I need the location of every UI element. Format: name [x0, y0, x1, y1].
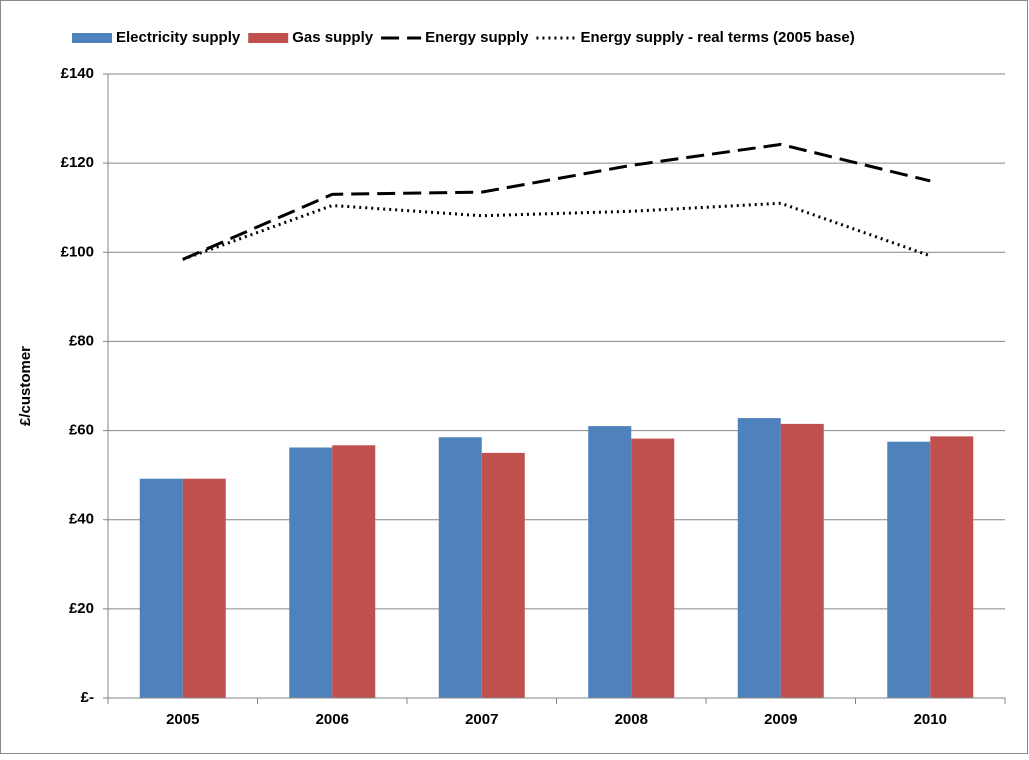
legend-swatch — [72, 33, 112, 43]
y-tick-label: £120 — [61, 154, 94, 171]
y-tick-label: £100 — [61, 243, 94, 260]
y-tick-label: £60 — [69, 422, 94, 439]
legend-label: Electricity supply — [116, 29, 241, 46]
bar — [780, 423, 824, 698]
x-tick-label: 2006 — [316, 711, 349, 728]
bar — [289, 447, 333, 698]
legend-label: Gas supply — [292, 29, 374, 46]
legend-label: Energy supply — [425, 29, 529, 46]
x-tick-label: 2010 — [914, 711, 947, 728]
bar — [182, 478, 226, 698]
bar — [588, 426, 632, 698]
bar — [139, 478, 183, 698]
x-tick-label: 2008 — [615, 711, 648, 728]
bar — [930, 436, 974, 698]
bar — [631, 438, 675, 698]
y-tick-label: £40 — [69, 511, 94, 528]
y-tick-label: £- — [81, 689, 94, 706]
x-tick-label: 2007 — [465, 711, 498, 728]
legend-swatch — [248, 33, 289, 43]
bar — [332, 445, 376, 698]
bar — [737, 418, 781, 698]
line — [182, 201, 931, 261]
y-tick-label: £20 — [69, 600, 94, 617]
legend-label: Energy supply - real terms (2005 base) — [580, 29, 854, 46]
y-axis-label: £/customer — [17, 346, 34, 426]
bar — [481, 452, 525, 698]
x-tick-label: 2005 — [166, 711, 199, 728]
y-tick-label: £140 — [61, 65, 94, 82]
bar — [887, 441, 931, 698]
line — [182, 142, 931, 261]
bar — [438, 437, 482, 698]
x-tick-label: 2009 — [764, 711, 797, 728]
y-tick-label: £80 — [69, 332, 94, 349]
